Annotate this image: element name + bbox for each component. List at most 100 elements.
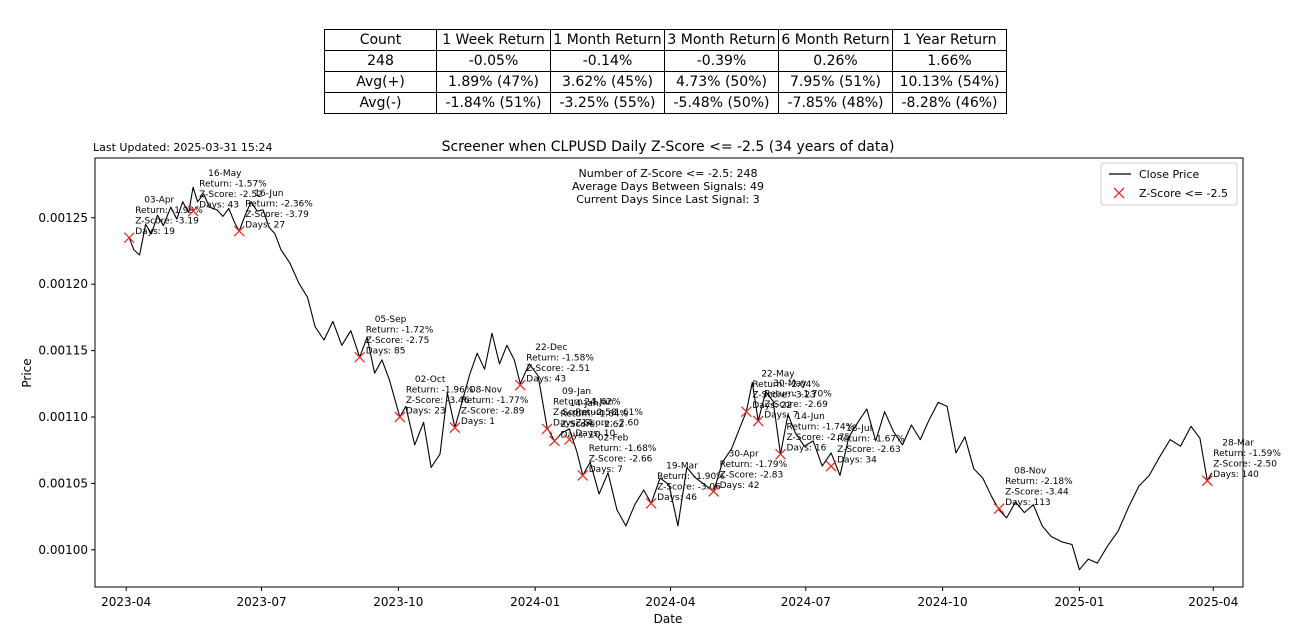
y-tick-label: 0.00115 (38, 344, 88, 358)
x-tick-label: 2023-04 (101, 595, 151, 609)
info-line: Current Days Since Last Signal: 3 (576, 193, 759, 206)
table-cell: Avg(-) (324, 92, 437, 114)
signal-annotation-line: 03-Apr (144, 196, 174, 206)
signal-x-stroke (708, 485, 720, 497)
signal-annotation-line: Z-Score: -3.06 (657, 482, 721, 492)
x-tick-label: 2024-01 (510, 595, 560, 609)
signal-annotation-line: Return: -1.96% (406, 385, 474, 395)
signal-annotation-line: Z-Score: -2.83 (720, 470, 784, 480)
signal-marker (187, 205, 199, 217)
signal-annotation-line: Days: 23 (406, 406, 446, 416)
signal-x-stroke (645, 497, 657, 509)
table-cell: 1.89% (47%) (436, 71, 551, 93)
table-row: Avg(+) 1.89% (47%) 3.62% (45%) 4.73% (50%) 7… (324, 71, 1007, 93)
signal-annotation-line: Z-Score: -2.50 (1213, 460, 1277, 470)
signal-marker (1201, 475, 1213, 487)
table-cell: -5.48% (50%) (664, 92, 779, 114)
signal-annotation-line: 09-Jan (562, 387, 591, 397)
signal-marker (740, 406, 752, 418)
y-tick-label: 0.00120 (38, 277, 88, 291)
signal-marker (394, 411, 406, 423)
info-line: Average Days Between Signals: 49 (572, 180, 764, 193)
signal-x-stroke (825, 460, 837, 472)
x-tick-label: 2024-04 (645, 595, 695, 609)
signal-annotation-line: Days: 22 (752, 401, 792, 411)
x-tick-label: 2024-10 (918, 595, 968, 609)
signal-x-stroke (577, 469, 589, 481)
price-series (128, 186, 1213, 571)
stats-table: Count 1 Week Return 1 Month Return 3 Month … (324, 29, 1007, 114)
signal-annotation-line: 14-Jan (569, 399, 598, 409)
signal-x-stroke (394, 411, 406, 423)
signal-annotation-line: Return: -1.77% (461, 396, 529, 406)
signal-annotation-line: Z-Score: -3.79 (245, 210, 309, 220)
signal-annotation-line: Z-Score: -2.58 (553, 408, 617, 418)
signal-annotation-line: Days: 43 (526, 375, 566, 385)
signal-x-stroke (123, 232, 135, 244)
signal-annotation-line: Return: -2.18% (1005, 477, 1073, 487)
signal-marker (514, 379, 526, 391)
signal-x-stroke (993, 503, 1005, 515)
signal-annotation-line: Return: -1.70% (764, 389, 832, 399)
signal-annotation-line: 05-Sep (375, 315, 407, 325)
signal-annotation-line: Return: -1.74% (787, 423, 855, 433)
signal-annotation-line: Days: 43 (199, 201, 239, 211)
signal-annotation-line: Days: 1 (461, 417, 495, 427)
signal-annotation-line: 19-Mar (666, 461, 698, 471)
table-cell: -0.39% (664, 50, 779, 72)
signal-annotation-line: Return: -1.99% (135, 206, 203, 216)
plot-frame (94, 157, 1244, 588)
signal-annotation-line: Return: -1.68% (589, 444, 657, 454)
signal-annotation-line: Days: 14 (553, 418, 593, 428)
signal-marker (645, 497, 657, 509)
table-row: Avg(-) -1.84% (51%) -3.25% (55%) -5.48% (50… (324, 92, 1007, 114)
signal-annotation-line: 22-Dec (535, 343, 567, 353)
signal-annotation-line: 18-Jul (846, 424, 872, 434)
signal-annotation-line: 28-Mar (1222, 439, 1254, 449)
signal-marker (993, 503, 1005, 515)
table-header-cell: 6 Month Return (778, 29, 893, 51)
signal-annotation-line: Days: 19 (135, 227, 175, 237)
signal-annotation-line: Z-Score: -2.62 (560, 420, 624, 430)
signal-annotation-line: Return: -1.72% (366, 326, 434, 336)
x-tick-label: 2025-04 (1188, 595, 1238, 609)
y-tick-label: 0.00125 (38, 211, 88, 225)
signal-annotation-line: Z-Score: -3.23 (752, 391, 816, 401)
signal-x-stroke (541, 423, 553, 435)
signal-marker (577, 469, 589, 481)
signal-annotation-line: Z-Score: -2.66 (589, 454, 653, 464)
signal-annotation-line: Z-Score: -2.60 (575, 419, 639, 429)
signal-marker (449, 422, 461, 434)
signal-annotation-line: Return: -1.58% (526, 354, 594, 364)
x-axis-label: Date (654, 612, 683, 626)
signal-annotation-line: Z-Score: -2.63 (837, 445, 901, 455)
table-cell: -1.84% (51%) (436, 92, 551, 114)
signal-annotation-line: Days: 16 (787, 444, 827, 454)
signal-annotation-line: 02-Oct (415, 375, 446, 385)
legend: Close Price Z-Score <= -2.5 (1100, 162, 1238, 206)
last-updated-label: Last Updated: 2025-03-31 15:24 (93, 141, 273, 154)
signal-annotation-line: Days: 46 (657, 493, 697, 503)
x-tick-label: 2023-07 (236, 595, 286, 609)
legend-x-swatch (1113, 187, 1125, 199)
signal-annotation-line: Days: 140 (1213, 470, 1259, 480)
signal-x-stroke (449, 422, 461, 434)
signal-annotation-line: 22-May (761, 370, 795, 380)
signal-marker (708, 485, 720, 497)
signal-annotation-line: Return: -1.79% (720, 460, 788, 470)
signal-marker (123, 232, 135, 244)
signal-marker (233, 225, 245, 237)
signal-annotation-line: Z-Score: -2.52 (199, 190, 263, 200)
legend-label: Close Price (1139, 168, 1200, 181)
signal-annotation-line: Days: 113 (1005, 498, 1051, 508)
table-header-row: Count 1 Week Return 1 Month Return 3 Month … (324, 29, 1007, 51)
signal-x-stroke (187, 205, 199, 217)
table-cell: Avg(+) (324, 71, 437, 93)
legend-box (1100, 162, 1238, 206)
signal-annotation-line: Z-Score: -3.44 (1005, 488, 1069, 498)
signal-annotation-line: Return: -1.64% (560, 409, 628, 419)
signal-x-stroke (233, 225, 245, 237)
